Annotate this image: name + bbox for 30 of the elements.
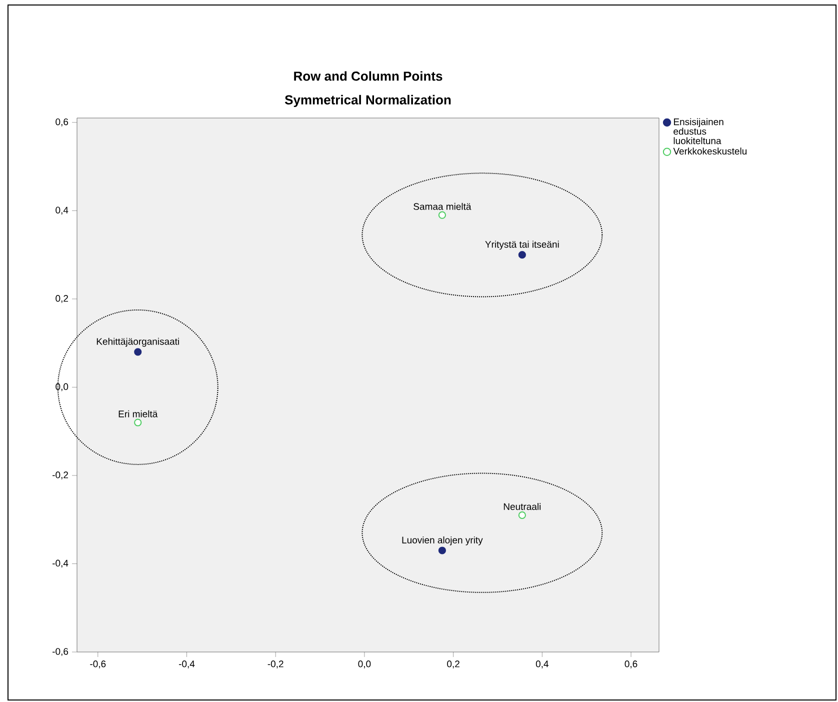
x-tick-label: -0,4 [178, 660, 195, 668]
annotation: Eri mieltä [118, 410, 158, 418]
point [438, 546, 446, 554]
point [518, 251, 526, 259]
x-tick-label: 0,4 [536, 660, 548, 668]
x-tick-label: -0,6 [90, 660, 106, 668]
x-tick-label: 0,2 [447, 660, 460, 668]
x-tick-label: 0,6 [624, 660, 638, 668]
legend-label: Ensisijainen edustus luokiteltuna [674, 118, 724, 144]
x-tick-label: -0,2 [268, 660, 284, 668]
annotation: Neutraali [504, 503, 541, 510]
x-tick-label: 0,0 [358, 660, 371, 668]
y-tick-label: 0,2 [56, 295, 68, 303]
annotation: Yritystä tai itseäni [485, 240, 559, 250]
y-tick-label: -0,6 [52, 648, 68, 656]
annotation: Kehittäjäorganisaati [96, 338, 179, 347]
y-tick-label: -0,4 [52, 560, 68, 568]
y-tick-label: -0,2 [52, 472, 68, 480]
chart-title: Row and Column Points [294, 71, 442, 81]
y-tick-label: 0,4 [56, 206, 68, 215]
chart-subtitle: Symmetrical Normalization [284, 94, 451, 108]
point [134, 348, 142, 356]
y-tick-label: 0,6 [56, 118, 68, 126]
point [518, 511, 526, 519]
annotation: Luovien alojen yrity [402, 536, 483, 546]
annotation: Samaa mieltä [414, 202, 472, 210]
point [134, 418, 142, 426]
point [438, 211, 446, 219]
legend-label: Verkkokeskustelu [673, 148, 747, 155]
y-tick-label: 0,0 [56, 383, 68, 392]
